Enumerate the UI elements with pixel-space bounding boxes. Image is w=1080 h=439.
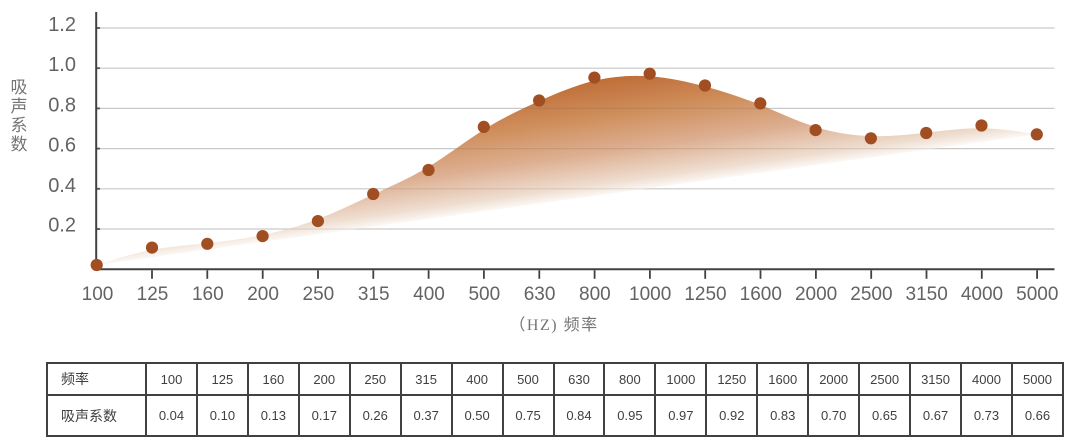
svg-text:500: 500 (468, 284, 500, 305)
svg-text:2500: 2500 (850, 284, 892, 305)
svg-text:800: 800 (579, 284, 611, 305)
svg-text:3150: 3150 (906, 284, 948, 305)
svg-text:0.2: 0.2 (48, 215, 76, 237)
svg-text:315: 315 (358, 284, 390, 305)
svg-text:200: 200 (247, 284, 279, 305)
svg-text:4000: 4000 (961, 284, 1003, 305)
svg-text:630: 630 (524, 284, 556, 305)
svg-text:0.8: 0.8 (48, 94, 76, 116)
svg-text:100: 100 (82, 284, 114, 305)
svg-text:1.0: 1.0 (48, 54, 76, 76)
svg-text:1600: 1600 (740, 284, 782, 305)
svg-text:1250: 1250 (684, 284, 726, 305)
svg-text:1000: 1000 (629, 284, 671, 305)
svg-text:1.2: 1.2 (48, 14, 76, 36)
svg-text:250: 250 (303, 284, 335, 305)
svg-text:160: 160 (192, 284, 224, 305)
svg-text:400: 400 (413, 284, 445, 305)
svg-text:125: 125 (137, 284, 169, 305)
svg-text:0.4: 0.4 (48, 175, 76, 197)
svg-text:（HZ) 频率: （HZ) 频率 (509, 316, 598, 334)
svg-text:5000: 5000 (1016, 284, 1058, 305)
svg-text:0.6: 0.6 (48, 135, 76, 157)
svg-text:2000: 2000 (795, 284, 837, 305)
